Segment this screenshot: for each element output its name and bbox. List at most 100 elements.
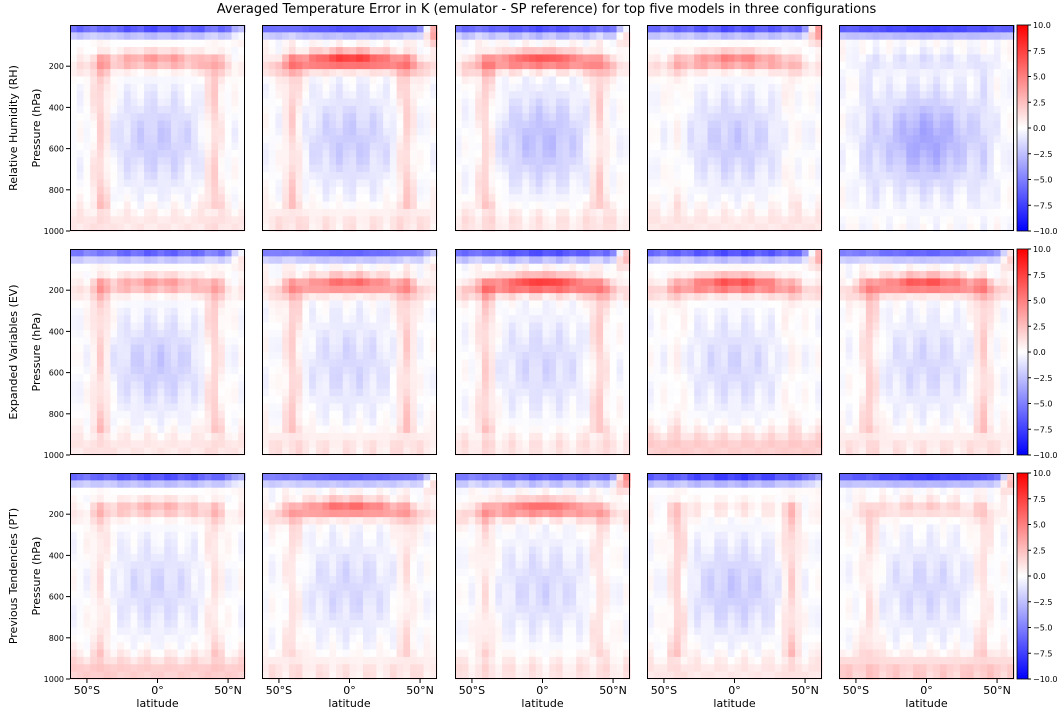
heatmap-cell: [103, 396, 111, 405]
heatmap-cell: [973, 201, 981, 210]
heatmap-cell: [322, 54, 330, 63]
heatmap-cell: [262, 381, 270, 390]
heatmap-cell: [609, 105, 618, 114]
heatmap-cell: [616, 32, 624, 41]
heatmap-cell: [150, 432, 159, 441]
heatmap-cell: [309, 150, 317, 159]
heatmap-cell: [953, 120, 961, 129]
heatmap-cell: [150, 32, 159, 41]
heatmap-cell: [872, 186, 880, 195]
heatmap-cell: [389, 61, 398, 70]
heatmap-cell: [96, 135, 105, 144]
heatmap-cell: [508, 142, 517, 151]
heatmap-cell: [939, 179, 948, 188]
heatmap-cell: [1000, 76, 1008, 85]
heatmap-cell: [288, 278, 297, 287]
heatmap-cell: [647, 157, 655, 166]
heatmap-cell: [103, 128, 111, 136]
heatmap-cell: [336, 91, 344, 100]
heatmap-cell: [238, 54, 246, 63]
heatmap-cell: [369, 352, 378, 360]
heatmap-cell: [383, 329, 391, 338]
heatmap-cell: [123, 410, 132, 419]
heatmap-cell: [576, 105, 584, 114]
heatmap-cell: [980, 120, 988, 129]
heatmap-cell: [150, 381, 159, 390]
heatmap-cell: [288, 128, 297, 136]
heatmap-cell: [660, 216, 668, 225]
heatmap-cell: [110, 410, 118, 419]
heatmap-cell: [960, 98, 968, 107]
heatmap-cell: [801, 157, 810, 166]
heatmap-cell: [660, 39, 668, 48]
heatmap-cell: [144, 337, 152, 346]
heatmap-cell: [329, 98, 337, 107]
heatmap-cell: [275, 374, 283, 383]
heatmap-cell: [362, 194, 371, 203]
heatmap-cell: [707, 172, 715, 181]
heatmap-cell: [376, 186, 384, 195]
heatmap-cell: [197, 208, 206, 217]
heatmap-cell: [204, 172, 212, 181]
heatmap-cell: [197, 47, 206, 56]
heatmap-cell: [204, 105, 212, 114]
heatmap-cell: [403, 271, 411, 280]
heatmap-cell: [993, 69, 1002, 78]
heatmap-cell: [396, 352, 404, 360]
heatmap-cell: [603, 69, 611, 78]
heatmap-cell: [859, 172, 867, 181]
heatmap-cell: [342, 61, 351, 70]
heatmap-cell: [960, 164, 968, 173]
heatmap-cell: [224, 271, 233, 280]
heatmap-cell: [660, 83, 668, 92]
heatmap-cell: [396, 249, 404, 257]
heatmap-cell: [647, 120, 655, 129]
heatmap-cell: [555, 135, 564, 144]
figure-title: Averaged Temperature Error in K (emulato…: [216, 2, 877, 17]
heatmap-cell: [336, 76, 344, 85]
heatmap-cell: [184, 396, 192, 405]
heatmap-cell: [295, 374, 303, 383]
heatmap-cell: [349, 135, 357, 144]
heatmap-cell: [110, 208, 118, 217]
heatmap-cell: [184, 150, 192, 159]
heatmap-cell: [416, 186, 425, 195]
heatmap-cell: [150, 425, 159, 434]
heatmap-cell: [83, 329, 91, 338]
heatmap-cell: [845, 47, 854, 56]
heatmap-cell: [522, 105, 530, 114]
heatmap-cell: [576, 142, 584, 151]
heatmap-cell: [150, 374, 159, 383]
heatmap-cell: [83, 164, 91, 173]
heatmap-cell: [130, 194, 138, 203]
heatmap-cell: [396, 142, 404, 151]
heatmap-cell: [555, 208, 564, 217]
heatmap-cell: [522, 223, 530, 232]
heatmap-cell: [913, 105, 921, 114]
heatmap-cell: [349, 278, 357, 287]
heatmap-cell: [389, 194, 398, 203]
heatmap-cell: [123, 105, 132, 114]
heatmap-cell: [211, 307, 219, 316]
heatmap-cell: [680, 208, 688, 217]
heatmap-cell: [191, 337, 199, 346]
heatmap-cell: [197, 69, 206, 78]
heatmap-cell: [721, 142, 729, 151]
heatmap-cell: [430, 32, 438, 41]
heatmap-cell: [83, 388, 91, 397]
heatmap-cell: [315, 186, 324, 195]
heatmap-cell: [336, 315, 344, 324]
heatmap-cell: [515, 135, 523, 144]
heatmap-cell: [879, 120, 887, 129]
heatmap-cell: [801, 83, 810, 92]
heatmap-cell: [700, 216, 709, 225]
heatmap-cell: [734, 128, 742, 136]
heatmap-cell: [396, 300, 404, 309]
heatmap-cell: [747, 54, 756, 63]
heatmap-cell: [231, 256, 239, 265]
heatmap-cell: [211, 142, 219, 151]
heatmap-cell: [231, 172, 239, 181]
heatmap-cell: [362, 381, 371, 390]
heatmap-cell: [576, 128, 584, 136]
heatmap-cell: [667, 61, 675, 70]
